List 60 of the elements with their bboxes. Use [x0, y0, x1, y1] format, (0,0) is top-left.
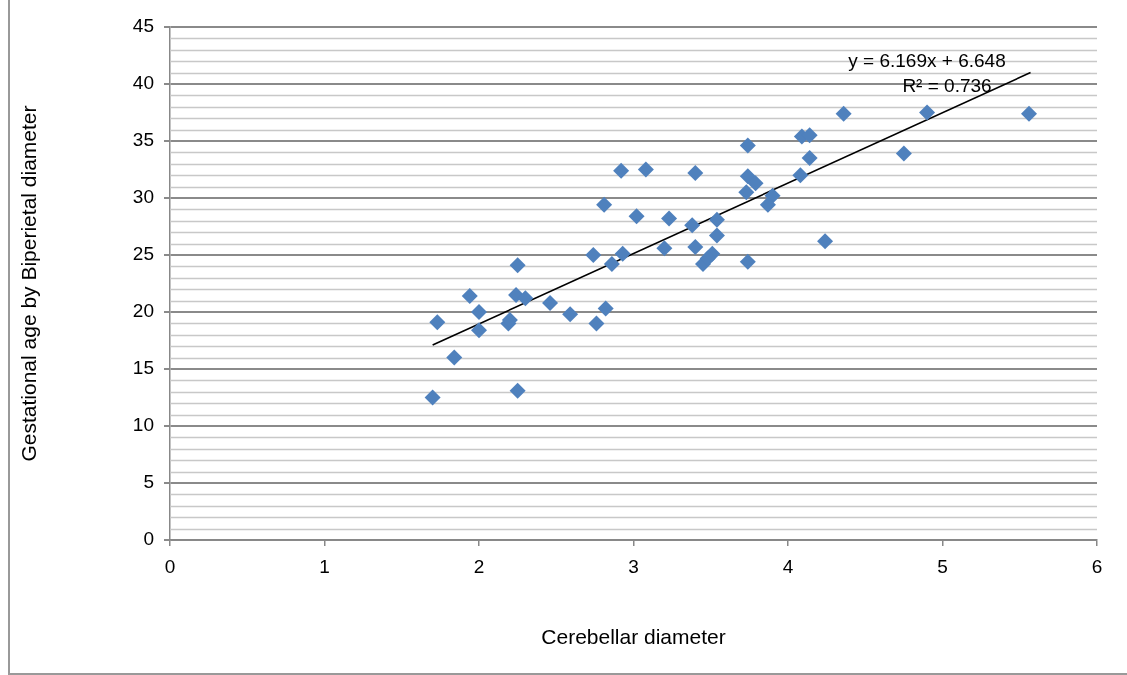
point [562, 306, 579, 323]
point [471, 322, 487, 339]
point [919, 104, 936, 121]
y-tick-label: 0 [143, 528, 154, 550]
point [628, 208, 645, 225]
point [597, 300, 614, 317]
x-axis-title: Cerebellar diameter [541, 625, 726, 649]
y-tick-label: 15 [132, 357, 154, 379]
y-tick-label: 30 [132, 186, 154, 208]
point [817, 233, 834, 250]
y-tick-label: 40 [132, 72, 154, 94]
point [446, 349, 463, 366]
x-tick-label: 5 [937, 555, 948, 577]
point [509, 382, 526, 399]
point [517, 290, 534, 307]
y-axis-title: Gestational age by Biperietal diameter [17, 105, 41, 462]
point [687, 164, 704, 181]
point [1021, 105, 1038, 122]
point [747, 175, 764, 192]
y-tick-label: 45 [132, 15, 154, 37]
point [835, 105, 852, 122]
point [759, 196, 776, 213]
point [613, 162, 630, 179]
y-tick-label: 25 [132, 243, 154, 265]
point [738, 184, 755, 201]
point [687, 239, 704, 256]
point [792, 167, 809, 184]
point [708, 227, 725, 244]
y-tick-label: 35 [132, 129, 154, 151]
point [614, 245, 631, 262]
y-tick-label: 10 [132, 414, 154, 436]
point [801, 150, 818, 167]
point [637, 161, 654, 178]
point [684, 217, 701, 234]
x-tick-label: 4 [782, 555, 794, 577]
point [739, 137, 756, 154]
point [424, 389, 441, 406]
point [542, 294, 559, 311]
x-tick-label: 6 [1091, 555, 1103, 577]
annotation: y = 6.169x + 6.648 [848, 50, 1006, 72]
x-tick-label: 0 [164, 555, 176, 577]
point [739, 253, 756, 270]
y-tick-label: 5 [143, 471, 154, 493]
x-tick-label: 2 [473, 555, 485, 577]
x-tick-label: 1 [319, 555, 330, 577]
point [588, 315, 605, 332]
y-tick-label: 20 [132, 300, 154, 322]
point [708, 211, 725, 228]
point [603, 256, 620, 273]
point [461, 288, 478, 305]
point [596, 196, 613, 213]
point [661, 210, 678, 227]
x-tick-label: 3 [628, 555, 639, 577]
point [656, 240, 673, 257]
annotation: R² = 0.736 [902, 75, 992, 97]
point [895, 145, 912, 162]
point [509, 257, 526, 274]
point [429, 314, 446, 331]
point [585, 247, 602, 263]
point [471, 304, 487, 320]
